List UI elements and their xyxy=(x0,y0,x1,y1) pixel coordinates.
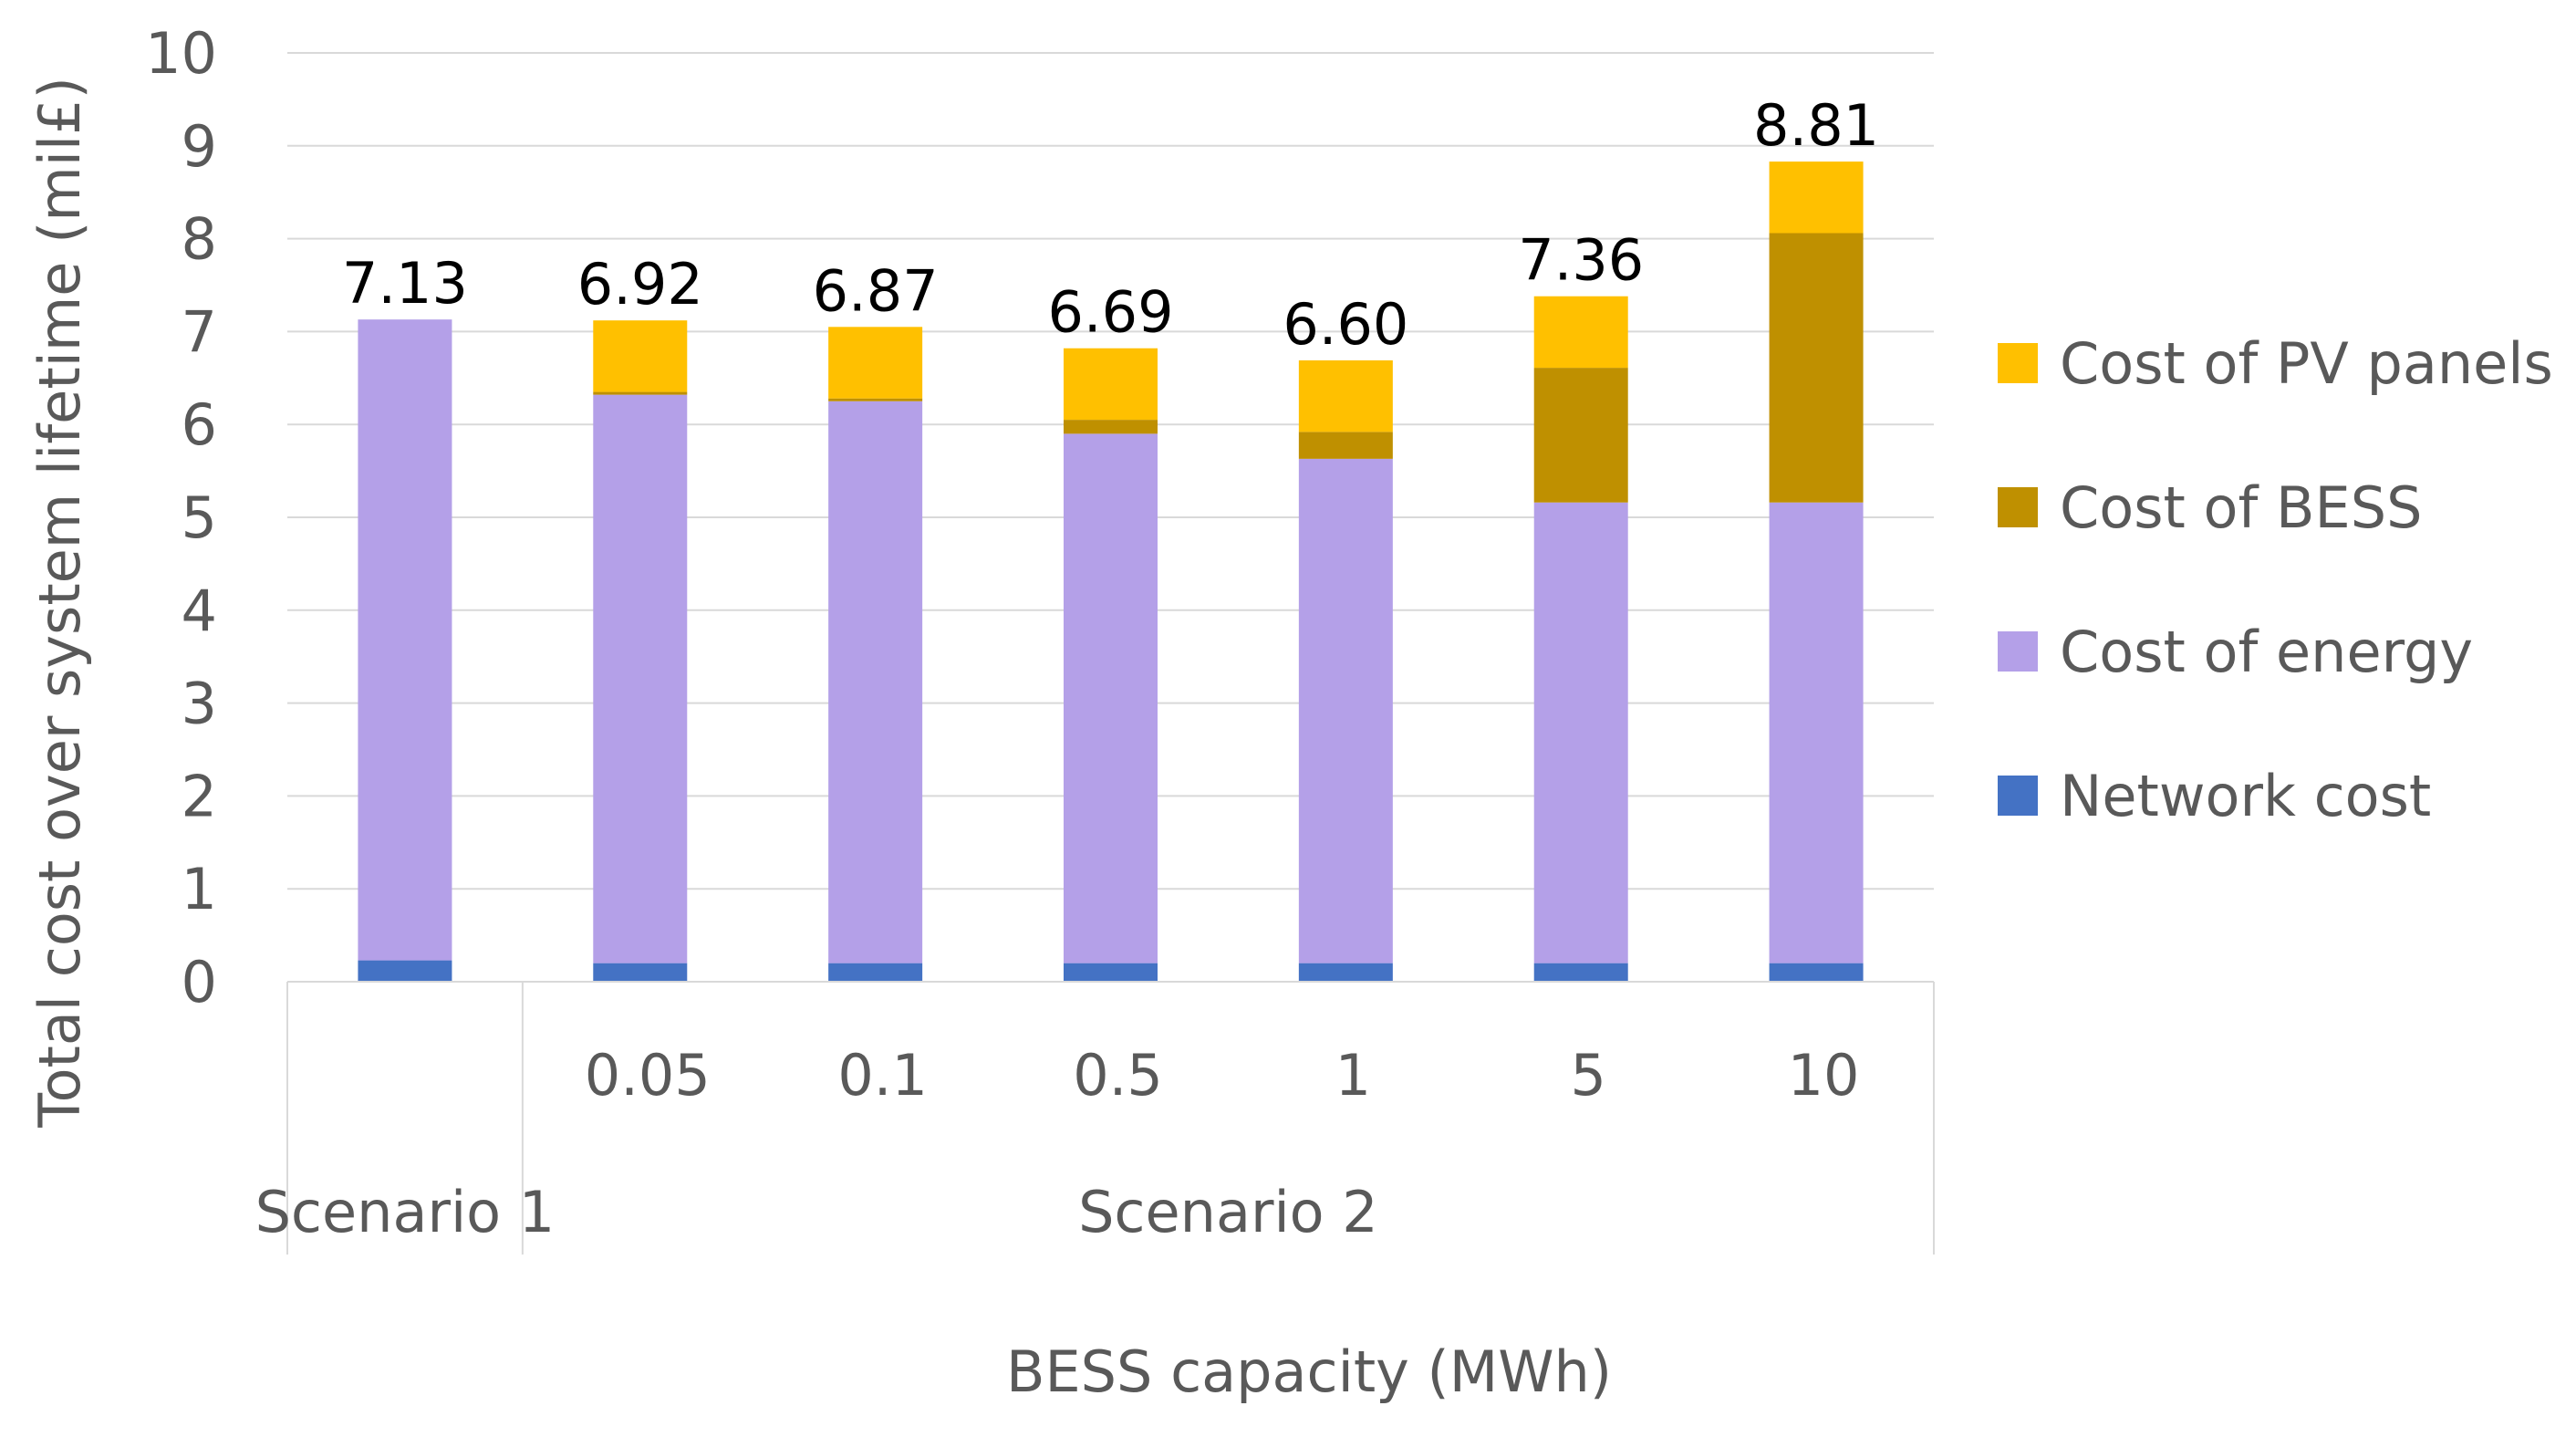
bar-segment-network-cost xyxy=(1533,963,1628,982)
x-tick-label: 0.1 xyxy=(837,1042,928,1109)
bar-segment-cost-of-bess xyxy=(1298,432,1393,459)
legend-swatch xyxy=(1998,776,2038,816)
y-tick-label: 5 xyxy=(182,484,217,551)
y-tick-label: 9 xyxy=(182,113,217,180)
bar-segment-cost-of-energy xyxy=(1533,502,1628,963)
group-label: Scenario 1 xyxy=(255,1179,556,1245)
bar-segment-network-cost xyxy=(828,963,923,982)
y-tick-label: 6 xyxy=(182,391,217,458)
legend-swatch xyxy=(1998,343,2038,383)
bar-segment-cost-of-pv-panels xyxy=(593,320,688,392)
y-tick-label: 0 xyxy=(182,949,217,1015)
legend-swatch xyxy=(1998,487,2038,527)
data-labels: 7.13 6.92 6.87 6.69 6.60 7.36 8.81 xyxy=(342,92,1879,358)
x-tick-label: 10 xyxy=(1788,1042,1860,1109)
bar-total-label: 6.92 xyxy=(577,251,703,318)
legend: Cost of PV panels Cost of BESS Cost of ene… xyxy=(1998,330,2553,829)
bar-segment-cost-of-bess xyxy=(593,391,688,395)
x-tick-label: 5 xyxy=(1570,1042,1605,1109)
bar-segment-cost-of-pv-panels xyxy=(828,327,923,399)
bar-segment-cost-of-pv-panels xyxy=(1769,161,1864,234)
y-tick-label: 3 xyxy=(182,671,217,737)
y-tick-label: 10 xyxy=(145,20,217,87)
legend-swatch xyxy=(1998,631,2038,672)
bar-segment-network-cost xyxy=(1769,963,1864,982)
bar-total-label: 6.87 xyxy=(813,257,939,324)
bar-segment-cost-of-pv-panels xyxy=(1064,348,1158,421)
bar-segment-cost-of-pv-panels xyxy=(1533,296,1628,369)
bar-segment-cost-of-energy xyxy=(1064,433,1158,963)
y-tick-label: 2 xyxy=(182,763,217,829)
legend-label: Cost of energy xyxy=(2060,619,2473,685)
x-tick-label: 1 xyxy=(1335,1042,1371,1109)
bar-segment-cost-of-bess xyxy=(1769,233,1864,503)
bar-segment-cost-of-energy xyxy=(1298,458,1393,963)
y-tick-label: 4 xyxy=(182,578,217,644)
bar-segment-cost-of-bess xyxy=(828,398,923,401)
y-tick-label: 8 xyxy=(182,206,217,273)
x-tick-label: 0.05 xyxy=(585,1042,711,1109)
x-tick-label: 0.5 xyxy=(1073,1042,1163,1109)
bar-segment-network-cost xyxy=(358,960,452,982)
y-tick-label: 7 xyxy=(182,298,217,365)
bar-segment-network-cost xyxy=(1064,963,1158,982)
legend-label: Cost of PV panels xyxy=(2060,330,2553,397)
x-axis-title: BESS capacity (MWh) xyxy=(1006,1338,1612,1405)
bar-total-label: 7.13 xyxy=(342,250,468,317)
bar-segment-cost-of-energy xyxy=(358,319,452,961)
legend-label: Network cost xyxy=(2060,763,2431,829)
bar-total-label: 6.69 xyxy=(1047,279,1173,346)
bar-segment-network-cost xyxy=(593,963,688,982)
bar-segment-cost-of-bess xyxy=(1533,368,1628,503)
axes: 0 1 2 3 4 5 6 7 8 9 10 0.05 0.1 0.5 1 5 10 Scenario 1 Scen… xyxy=(145,20,1935,1255)
bar-total-label: 7.36 xyxy=(1518,227,1644,294)
bar-total-label: 6.60 xyxy=(1283,291,1408,358)
bar-segment-cost-of-bess xyxy=(1064,420,1158,434)
bars xyxy=(358,161,1864,982)
bar-segment-cost-of-pv-panels xyxy=(1298,359,1393,432)
legend-label: Cost of BESS xyxy=(2060,474,2422,541)
bar-segment-cost-of-energy xyxy=(828,401,923,963)
bar-total-label: 8.81 xyxy=(1753,92,1879,159)
bar-segment-cost-of-energy xyxy=(1769,502,1864,963)
bar-segment-cost-of-energy xyxy=(593,394,688,963)
bar-segment-network-cost xyxy=(1298,963,1393,982)
y-tick-label: 1 xyxy=(182,856,217,922)
y-axis-title: Total cost over system lifetime (mil£) xyxy=(26,77,93,1129)
group-label: Scenario 2 xyxy=(1078,1179,1378,1245)
